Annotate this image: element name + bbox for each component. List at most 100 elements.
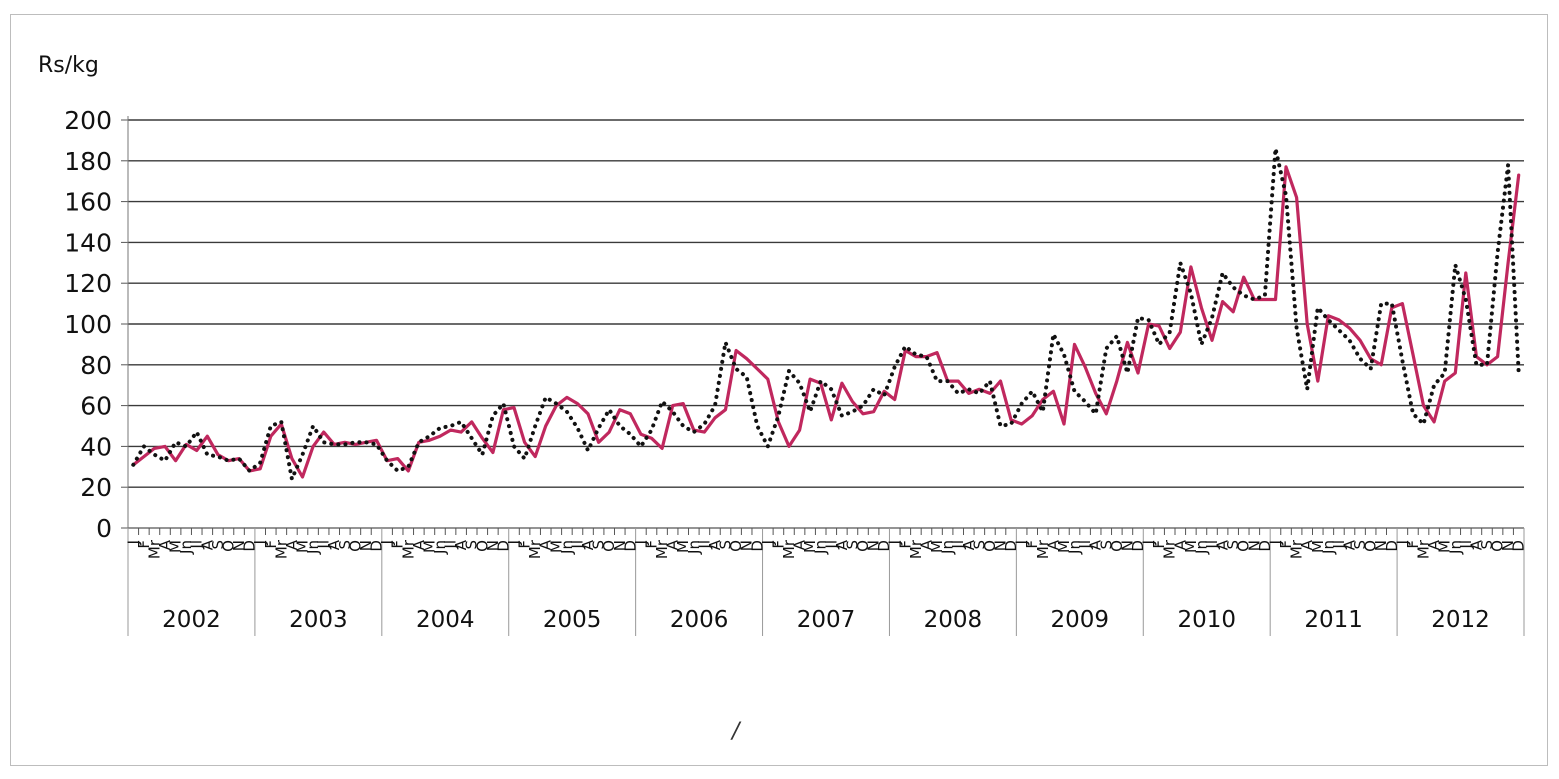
data-point [566, 396, 568, 399]
x-tick-label: O [219, 540, 237, 552]
y-tick-label: 100 [64, 310, 112, 339]
data-point [396, 457, 399, 460]
x-tick-label: A [1087, 539, 1105, 550]
x-tick-label: A [960, 539, 978, 550]
x-tick-label: F [896, 540, 914, 549]
data-point [513, 406, 515, 409]
x-tick-label: M [1182, 540, 1200, 553]
x-tick-label: A [1044, 539, 1062, 550]
y-tick-label: 160 [64, 188, 112, 217]
x-tick-label: O [1108, 540, 1126, 552]
x-tick-label: D [1129, 540, 1147, 552]
x-tick-label: A [283, 539, 301, 550]
data-point [1010, 419, 1012, 421]
year-label: 2009 [1051, 607, 1110, 633]
year-label: 2003 [289, 607, 348, 633]
x-tick-label: Jn [1192, 540, 1210, 555]
year-label: 2008 [924, 607, 983, 633]
x-tick-label: M [1055, 540, 1073, 553]
x-tick-label: F [1023, 540, 1041, 549]
data-point [809, 378, 811, 380]
x-tick-label: Jl [949, 540, 967, 550]
x-tick-label: Mr [1415, 539, 1433, 559]
data-point [862, 413, 864, 415]
y-tick-label: 140 [64, 228, 112, 257]
data-point [999, 380, 1002, 382]
x-tick-label: A [1425, 539, 1443, 550]
x-tick-label: J [1266, 540, 1284, 545]
data-point [1496, 355, 1499, 358]
y-tick-label: 80 [80, 351, 112, 380]
x-tick-label: Mr [780, 539, 798, 559]
x-tick-label: S [336, 540, 354, 550]
x-tick-label: D [1383, 540, 1401, 552]
data-point [798, 429, 801, 431]
data-point [259, 468, 262, 470]
x-tick-label: F [135, 540, 153, 549]
data-point [1158, 325, 1160, 327]
x-tick-label: F [643, 540, 661, 549]
x-tick-label: A [452, 539, 470, 550]
x-tick-label: A [156, 539, 174, 550]
data-point [788, 445, 790, 448]
x-tick-label: Jl [188, 540, 206, 550]
data-point [714, 417, 716, 419]
data-point [1084, 366, 1086, 368]
x-tick-label: S [717, 540, 735, 550]
x-tick-label: J [1140, 540, 1158, 545]
data-point [407, 470, 410, 472]
x-tick-label: Mr [907, 539, 925, 559]
data-point [883, 390, 885, 393]
x-tick-label: F [389, 540, 407, 549]
x-tick-label: D [621, 540, 639, 552]
data-point [1105, 413, 1108, 415]
x-tick-label: S [1351, 540, 1369, 550]
x-tick-label: Jl [1330, 540, 1348, 550]
year-label: 2004 [416, 607, 475, 633]
x-tick-label: J [886, 540, 904, 545]
x-tick-label: J [759, 540, 777, 545]
x-tick-label: Jl [695, 540, 713, 550]
data-point [143, 455, 145, 458]
data-point [270, 435, 272, 438]
x-tick-label: M [801, 540, 819, 553]
data-point [703, 431, 706, 433]
data-point [1073, 343, 1076, 346]
x-tick-label: N [230, 540, 248, 551]
x-tick-label: J [251, 540, 269, 545]
x-tick-label: J [1013, 540, 1031, 545]
data-point [1369, 357, 1372, 360]
data-point [1295, 196, 1298, 199]
x-tick-label: J [124, 540, 142, 545]
x-tick-label: A [791, 539, 809, 550]
x-tick-label: N [611, 540, 629, 551]
data-point [629, 413, 632, 415]
x-tick-label: D [875, 540, 893, 552]
series-lines [131, 146, 1521, 481]
x-tick-label: S [209, 540, 227, 550]
data-point [1317, 380, 1319, 382]
x-tick-label: F [1277, 540, 1295, 549]
x-tick-label: S [970, 540, 988, 550]
data-point [418, 441, 420, 444]
x-tick-label: F [516, 540, 534, 549]
data-point [195, 449, 198, 452]
data-point [1274, 298, 1277, 301]
x-tick-label: D [1256, 540, 1274, 552]
x-tick-label: S [1224, 540, 1242, 550]
data-point [1020, 423, 1023, 425]
x-tick-label: N [1372, 540, 1390, 551]
data-point [1454, 372, 1457, 374]
data-point [1422, 404, 1425, 407]
x-tick-label: Mr [145, 539, 163, 559]
y-axis: 0 20 40 60 80 100 120 140 160 180 200 [64, 106, 129, 543]
y-tick-label: 20 [80, 473, 112, 502]
data-point [1306, 323, 1308, 325]
x-tick-label: Mr [272, 539, 290, 559]
data-point [1443, 380, 1446, 382]
x-tick-label: N [992, 540, 1010, 551]
data-point [724, 408, 727, 411]
x-tick-label: S [1478, 540, 1496, 550]
series-line-solid [131, 165, 1521, 479]
data-point [1094, 392, 1097, 395]
